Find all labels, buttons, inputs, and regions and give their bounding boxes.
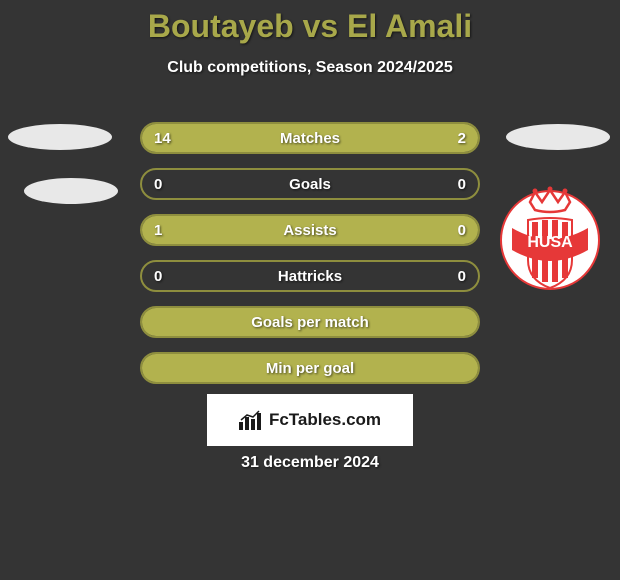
bar-fill-left xyxy=(142,124,411,152)
stat-bar-assists: 1 0 Assists xyxy=(140,214,480,246)
badge-text: HUSA xyxy=(527,234,573,251)
stat-bar-matches: 14 2 Matches xyxy=(140,122,480,154)
stat-value-right: 2 xyxy=(458,130,466,147)
player-right-ellipse xyxy=(506,124,610,150)
bar-fill-right xyxy=(411,124,478,152)
stat-label: Hattricks xyxy=(278,268,342,285)
stat-value-left: 1 xyxy=(154,222,162,239)
comparison-subtitle: Club competitions, Season 2024/2025 xyxy=(0,59,620,77)
stat-label: Goals per match xyxy=(251,314,369,331)
stat-value-left: 14 xyxy=(154,130,171,147)
stat-bar-goals-per-match: Goals per match xyxy=(140,306,480,338)
stat-bar-hattricks: 0 0 Hattricks xyxy=(140,260,480,292)
stat-label: Assists xyxy=(283,222,336,239)
chart-icon xyxy=(239,410,263,430)
stat-value-left: 0 xyxy=(154,268,162,285)
stat-value-right: 0 xyxy=(458,268,466,285)
stat-bar-min-per-goal: Min per goal xyxy=(140,352,480,384)
stat-bar-goals: 0 0 Goals xyxy=(140,168,480,200)
comparison-title: Boutayeb vs El Amali xyxy=(0,0,620,45)
stats-container: 14 2 Matches 0 0 Goals 1 0 Assists 0 0 Hattricks Goa… xyxy=(140,122,480,398)
fctables-brand: FcTables.com xyxy=(207,394,413,446)
player-left-ellipse-1 xyxy=(8,124,112,150)
brand-text: FcTables.com xyxy=(269,410,381,430)
stat-value-left: 0 xyxy=(154,176,162,193)
stat-value-right: 0 xyxy=(458,176,466,193)
stat-label: Min per goal xyxy=(266,360,354,377)
stat-label: Matches xyxy=(280,130,340,147)
club-badge: HUSA xyxy=(500,180,600,300)
player-left-ellipse-2 xyxy=(24,178,118,204)
date-text: 31 december 2024 xyxy=(0,454,620,472)
stat-value-right: 0 xyxy=(458,222,466,239)
stat-label: Goals xyxy=(289,176,331,193)
